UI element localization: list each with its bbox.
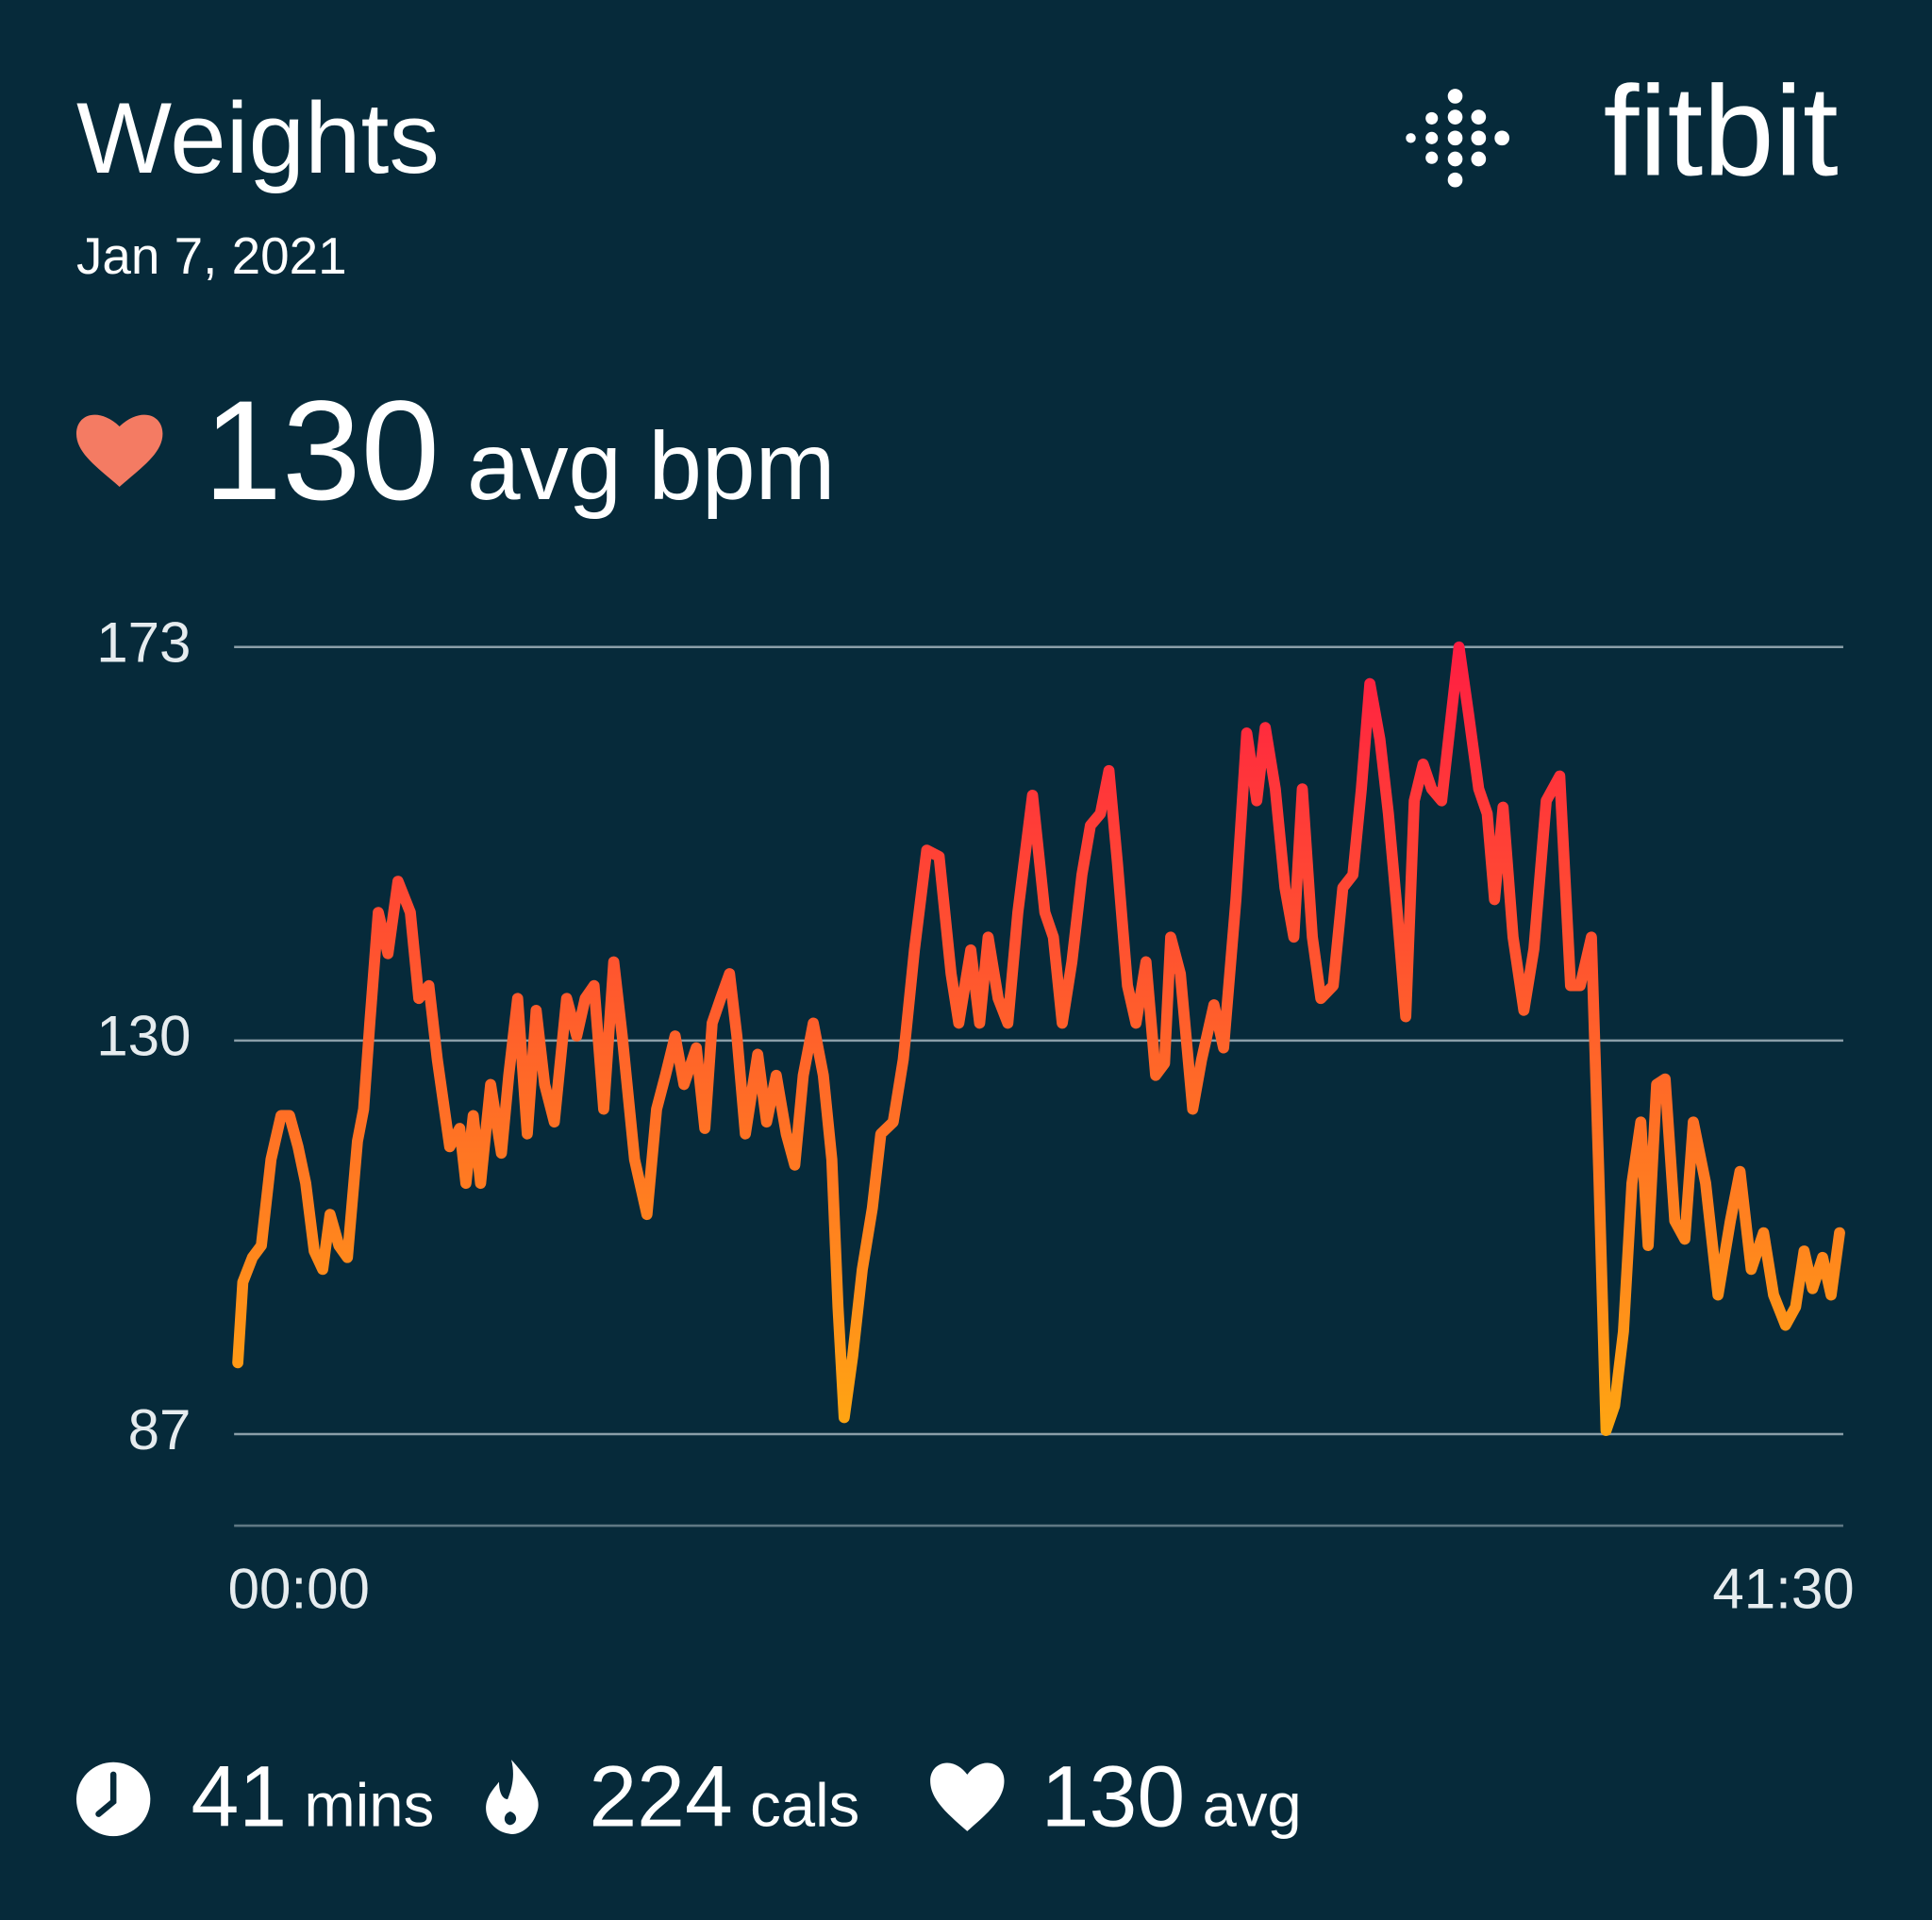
summary: 130 avg bpm: [204, 371, 836, 529]
stat-value: 130: [1041, 1749, 1186, 1845]
stat-unit: mins: [304, 1771, 434, 1840]
calories-icon: [486, 1760, 539, 1835]
stat-calories: 224 cals: [589, 1749, 859, 1845]
stat-unit: avg: [1202, 1771, 1301, 1840]
heart-rate-line: [232, 641, 1845, 1437]
plot: 87 130 173 00:00 41:30: [96, 611, 1855, 1621]
y-tick-label: 173: [96, 611, 191, 675]
stat-average: 130 avg: [1041, 1749, 1302, 1845]
stat-unit: cals: [750, 1771, 859, 1840]
date: Jan 7, 2021: [76, 226, 347, 285]
stat-value: 41: [191, 1749, 287, 1845]
avg-heart-icon: [930, 1762, 1005, 1831]
title: Weights: [76, 81, 440, 194]
summary-unit: avg bpm: [467, 412, 836, 520]
stat-value: 224: [589, 1749, 733, 1845]
x-tick-label: 41:30: [1712, 1558, 1854, 1621]
summary-value: 130: [204, 371, 441, 529]
y-tick-label: 130: [96, 1005, 191, 1068]
duration-icon: [75, 1761, 151, 1837]
heart-icon: [75, 414, 163, 487]
brand-logo: [1406, 89, 1509, 188]
brand-name: fitbit: [1604, 59, 1839, 203]
stat-duration: 41 mins: [191, 1749, 434, 1845]
x-tick-label: 00:00: [228, 1558, 370, 1621]
y-tick-label: 87: [128, 1398, 192, 1461]
